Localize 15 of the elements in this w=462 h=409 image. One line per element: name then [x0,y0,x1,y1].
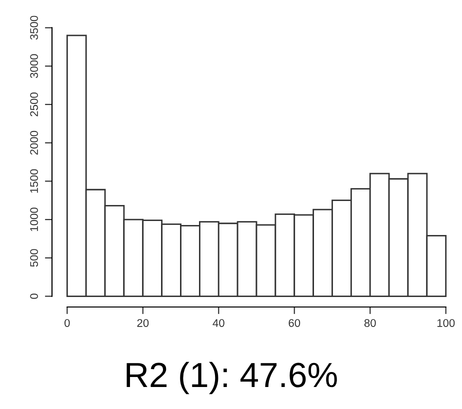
x-tick-label: 80 [364,319,376,327]
y-tick-label: 1000 [30,208,38,232]
y-tick-label: 2500 [30,92,38,116]
x-tick-label: 60 [288,319,300,327]
x-tick-label: 40 [212,319,224,327]
y-tick-label: 1500 [30,169,38,193]
x-tick-label: 0 [64,319,70,327]
y-tick-label: 3000 [30,54,38,78]
y-tick-label: 2000 [30,130,38,155]
y-tick-label: 3500 [30,16,38,40]
y-tick-label: 500 [30,249,38,267]
text: R2 (1): 47.6% [126,362,337,394]
x-tick-label: 20 [137,319,149,327]
y-tick-label: 0 [30,294,38,299]
x-tick-label: 100 [437,319,455,327]
